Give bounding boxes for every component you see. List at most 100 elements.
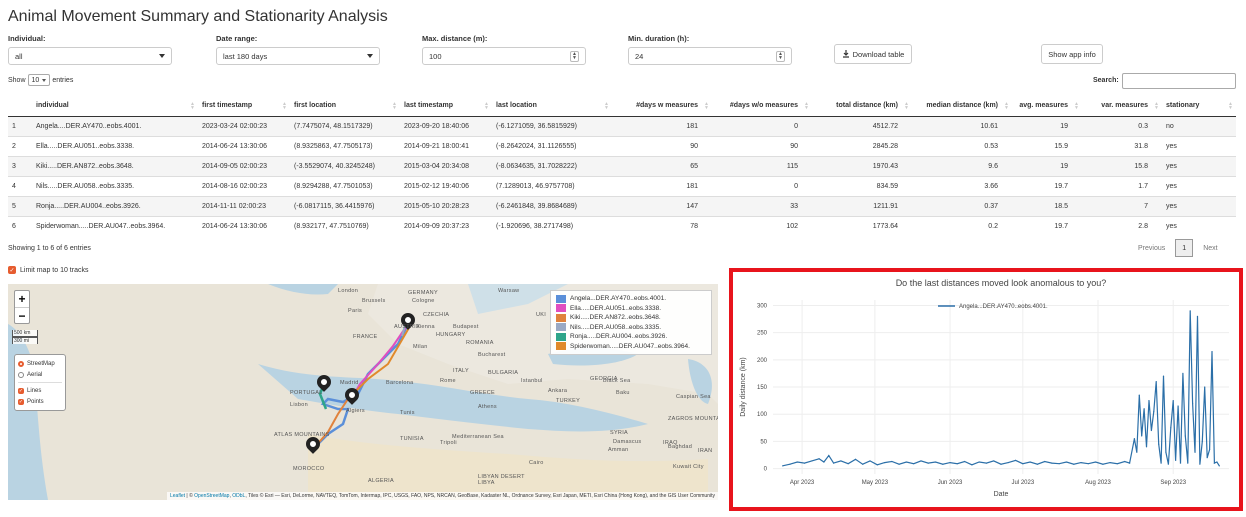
data-point — [833, 462, 835, 464]
table-cell: (-8.2642024, 31.1126555) — [492, 135, 612, 156]
chart-title: Do the last distances moved look anomalo… — [896, 278, 1107, 288]
table-cell: 834.59 — [812, 175, 912, 196]
min-duration-input[interactable]: 24 ▲ ▼ — [628, 47, 792, 65]
data-point — [782, 465, 784, 467]
data-point — [1109, 461, 1111, 464]
table-row[interactable]: 1 Angela....DER.AY470..eobs.4001. 2023-03-… — [8, 115, 1236, 136]
table-cell: yes — [1162, 135, 1236, 156]
table-row[interactable]: 2 Ella.....DER.AU051..eobs.3338. 2014-06-2… — [8, 135, 1236, 156]
previous-button[interactable]: Previous — [1138, 244, 1166, 252]
data-point — [1007, 461, 1009, 464]
legend-label: Angela...DER.AY470..eobs.4001. — [570, 295, 666, 303]
overlay-lines[interactable]: ✓ Lines — [18, 387, 42, 394]
table-header[interactable]: median distance (km) ▲ ▼ — [912, 96, 1012, 117]
entries-select[interactable]: 10 — [27, 74, 51, 86]
data-point — [1172, 399, 1174, 402]
table-cell: 2.8 — [1082, 215, 1162, 236]
zoom-out-button[interactable]: − — [15, 307, 29, 323]
data-point — [1155, 380, 1157, 383]
table-header[interactable]: first location ▲ ▼ — [290, 96, 400, 117]
table-header[interactable]: var. measures ▲ ▼ — [1082, 96, 1162, 117]
data-point — [1158, 443, 1160, 445]
pagination: Previous 1 Next — [1138, 239, 1218, 257]
table-cell: yes — [1162, 155, 1236, 176]
table-cell: 7 — [1082, 195, 1162, 216]
map-label: Cologne — [412, 298, 435, 304]
sort-icon: ▲ ▼ — [190, 101, 195, 111]
sort-icon: ▲ ▼ — [1074, 101, 1079, 111]
map-label: Baku — [616, 390, 630, 396]
data-point — [1145, 446, 1148, 448]
table-cell: 2845.28 — [812, 135, 912, 156]
data-point — [927, 462, 929, 464]
sort-icon: ▲ ▼ — [484, 101, 489, 111]
legend-label: Nils.....DER.AU058..eobs.3335. — [570, 323, 662, 331]
data-point — [1124, 460, 1126, 463]
table-cell: 1773.64 — [812, 215, 912, 236]
max-distance-input[interactable]: 100 ▲ ▼ — [422, 47, 586, 65]
data-point — [1175, 459, 1177, 462]
checkbox-checked-icon[interactable]: ✓ — [18, 398, 24, 405]
data-point — [811, 460, 813, 462]
checkbox-checked-icon[interactable]: ✓ — [18, 387, 24, 394]
search-input[interactable] — [1122, 73, 1236, 89]
map-label: LIBYAN DESERT — [478, 474, 525, 480]
limit-map-toggle[interactable]: ✓ Limit map to 10 tracks — [8, 266, 88, 274]
data-point — [828, 454, 830, 457]
radio-selected-icon[interactable] — [18, 360, 24, 367]
leaflet-link[interactable]: Leaflet — [169, 493, 185, 499]
overlay-points[interactable]: ✓ Points — [18, 398, 44, 405]
zoom-in-button[interactable]: + — [18, 292, 26, 306]
spinner-icon[interactable]: ▲ ▼ — [570, 50, 579, 62]
table-row[interactable]: 5 Ronja.....DER.AU004..eobs.3926. 2014-11-… — [8, 195, 1236, 216]
table-info: Showing 1 to 6 of 6 entries — [8, 245, 91, 252]
show-app-info-button[interactable]: Show app info — [1041, 44, 1103, 64]
data-point — [1128, 462, 1131, 464]
data-point — [1094, 461, 1097, 463]
table-header[interactable]: #days w measures ▲ ▼ — [612, 96, 712, 117]
tiles-attribution: , Tiles © Esri — Esri, DeLorme, NAVTEQ, … — [245, 493, 715, 499]
table-cell: 90 — [712, 135, 812, 156]
data-point — [1218, 465, 1220, 467]
map-label: Caspian Sea — [676, 394, 711, 400]
y-axis-label: Daily distance (km) — [740, 357, 747, 417]
osm-link[interactable]: OpenStreetMap — [194, 493, 230, 499]
table-row[interactable]: 3 Kiki.....DER.AN872..eobs.3648. 2014-09-0… — [8, 155, 1236, 176]
spinner-icon[interactable]: ▲ ▼ — [776, 50, 785, 62]
data-point — [971, 464, 973, 466]
y-tick-label: 100 — [757, 412, 768, 418]
next-button[interactable]: Next — [1203, 244, 1218, 252]
individual-select[interactable]: all — [8, 47, 172, 65]
table-header[interactable]: stationary ▲ ▼ — [1162, 96, 1236, 117]
table-header[interactable]: #days w/o measures ▲ ▼ — [712, 96, 812, 117]
data-point — [1187, 462, 1189, 464]
map[interactable]: London Brussels GERMANY Cologne Warsaw UKI Par… — [8, 284, 718, 500]
download-table-button[interactable]: Download table — [834, 44, 912, 64]
map-label: ALGERIA — [368, 478, 394, 484]
entries-value: 10 — [31, 76, 40, 84]
layer-aerial[interactable]: Aerial — [18, 369, 62, 380]
odbl-link[interactable]: ODbL — [232, 493, 246, 499]
date-range-select[interactable]: last 180 days — [216, 47, 380, 65]
map-label: Baghdad — [668, 444, 693, 450]
layer-streetmap[interactable]: StreetMap — [18, 358, 62, 369]
table-header[interactable]: individual ▲ ▼ — [32, 96, 198, 117]
table-header[interactable]: first timestamp ▲ ▼ — [198, 96, 290, 117]
table-header[interactable]: last location ▲ ▼ — [492, 96, 612, 117]
data-point — [964, 460, 966, 463]
x-tick-label: Apr 2023 — [790, 480, 815, 486]
checkbox-checked-icon[interactable]: ✓ — [8, 266, 16, 274]
map-label: Ankara — [548, 388, 568, 394]
table-header[interactable]: last timestamp ▲ ▼ — [400, 96, 492, 117]
table-cell: (7.1289013, 46.9757708) — [492, 175, 612, 196]
page-button[interactable]: 1 — [1175, 239, 1194, 257]
table-row[interactable]: 6 Spiderwoman.....DER.AU047..eobs.3964. 20… — [8, 215, 1236, 236]
table-header[interactable]: total distance (km) ▲ ▼ — [812, 96, 912, 117]
legend-item: Angela...DER.AY470..eobs.4001. — [556, 294, 706, 304]
show-label: Show — [8, 76, 26, 84]
table-cell: 19 — [1012, 155, 1082, 176]
table-header[interactable]: avg. measures ▲ ▼ — [1012, 96, 1082, 117]
radio-icon[interactable] — [18, 371, 24, 378]
map-label: PORTUGAL — [290, 390, 323, 396]
table-row[interactable]: 4 Nils.....DER.AU058..eobs.3335. 2014-08-1… — [8, 175, 1236, 196]
